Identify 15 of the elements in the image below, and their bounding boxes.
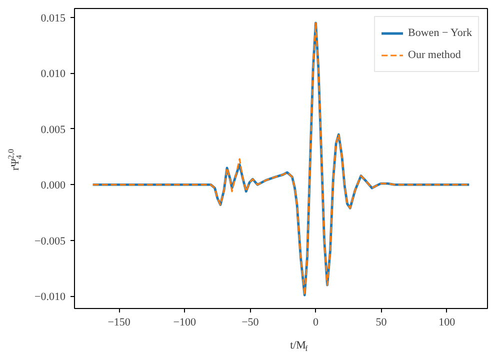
y-tick-label: 0.005 (40, 124, 66, 136)
x-tick-label: 100 (438, 316, 456, 328)
y-tick-label: −0.010 (34, 291, 66, 304)
y-tick-label: 0.010 (40, 68, 66, 80)
x-tick-label: −150 (108, 316, 131, 328)
x-tick-label: 0 (312, 316, 319, 328)
x-tick-label: −50 (242, 316, 260, 328)
legend-label: Our method (408, 49, 461, 61)
y-tick-label: 0.015 (40, 12, 66, 24)
y-tick-label: −0.005 (34, 235, 66, 248)
legend-label: Bowen − York (408, 27, 472, 39)
y-axis-title: rΨ42,0 (6, 149, 24, 170)
y-tick-label: 0.000 (40, 180, 66, 192)
x-tick-label: 50 (376, 316, 388, 328)
x-tick-label: −100 (173, 316, 196, 328)
